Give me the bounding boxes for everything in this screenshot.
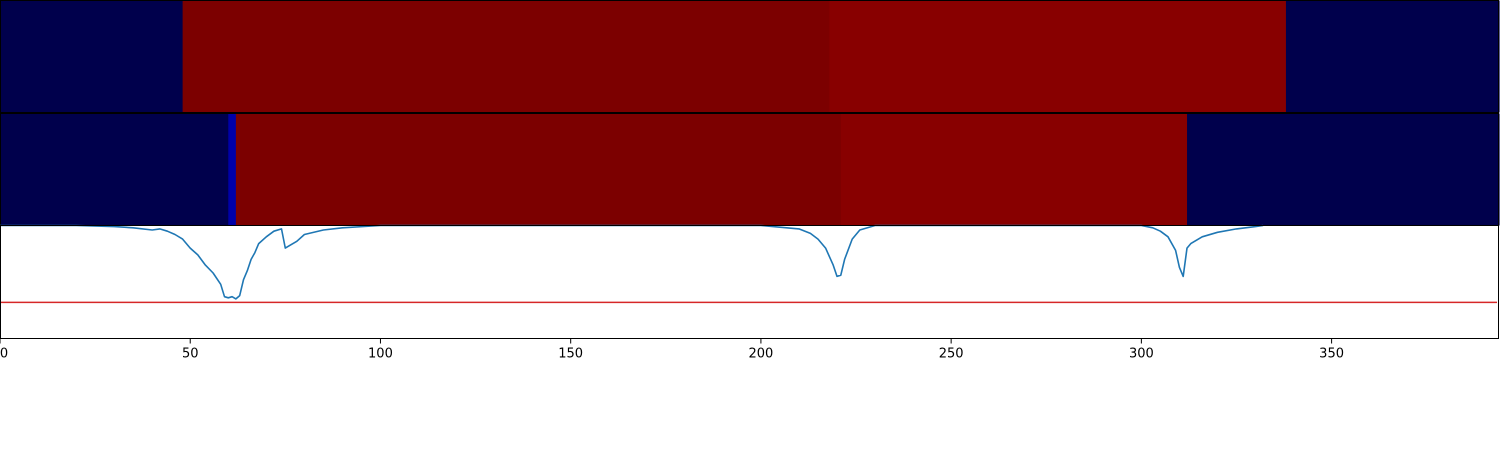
heatmap-middle-segments [0,113,1500,226]
heatmap-top-segment-2 [829,0,1287,113]
x-tick-label-3: 150 [558,347,583,362]
x-tick-label-2: 100 [368,347,393,362]
line-plot-panel: 0 50 100 150 200 250 300 350 [0,224,1499,362]
heatmap-top-frame [0,0,1499,113]
heatmap-middle-segment-4 [1187,113,1500,226]
x-tick-label-1: 50 [182,347,199,362]
heatmap-middle-segment-1 [228,113,237,226]
x-tick-label-7: 350 [1319,347,1344,362]
heatmap-middle-segment-2 [235,113,842,226]
heatmap-top-segment-1 [182,0,830,113]
heatmap-top-segment-0 [0,0,184,113]
x-tick-label-5: 250 [939,347,964,362]
heatmap-middle-segment-0 [0,113,229,226]
heatmap-middle-segment-3 [840,113,1188,226]
x-axis: 0 50 100 150 200 250 300 350 [0,338,1344,362]
heatmap-top-segment-3 [1285,0,1500,113]
x-tick-label-4: 200 [748,347,773,362]
heatmap-top-panel [0,0,1500,113]
x-tick-label-0: 0 [0,347,8,362]
heatmap-middle-panel [0,113,1500,226]
heatmap-top-segments [0,0,1500,113]
series-line [0,224,1264,300]
line-plot-frame [0,225,1499,339]
x-tick-label-6: 300 [1129,347,1154,362]
